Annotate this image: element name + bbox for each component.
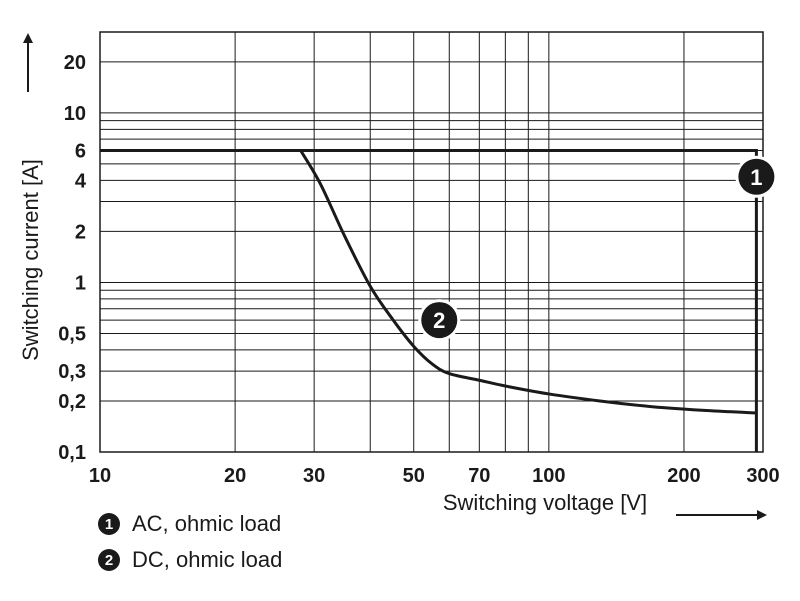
x-axis-title: Switching voltage [V] xyxy=(443,490,647,515)
y-tick-label-0.5: 0,5 xyxy=(58,323,86,345)
y-tick-label-0.2: 0,2 xyxy=(58,391,86,413)
series-marker-label-1: 1 xyxy=(750,165,762,190)
x-tick-label-20: 20 xyxy=(224,465,246,487)
legend-badge-2: 2 xyxy=(98,549,120,571)
y-tick-label-0.3: 0,3 xyxy=(58,361,86,383)
series-marker-2 xyxy=(421,302,458,339)
y-tick-label-20: 20 xyxy=(64,52,86,74)
x-tick-label-30: 30 xyxy=(303,465,325,487)
y-tick-label-10: 10 xyxy=(64,103,86,125)
legend-item-dc: 2 DC, ohmic load xyxy=(98,542,282,578)
y-tick-label-1: 1 xyxy=(75,272,86,294)
series-markers: 12 xyxy=(418,155,778,342)
series-line-1 xyxy=(100,149,758,452)
legend-item-ac: 1 AC, ohmic load xyxy=(98,506,282,542)
legend-label-ac: AC, ohmic load xyxy=(132,511,282,536)
y-axis-title: Switching current [A] xyxy=(18,159,43,361)
legend: 1 AC, ohmic load 2 DC, ohmic load xyxy=(98,506,282,578)
y-tick-labels: 0,1 0,2 0,3 0,5 1 2 4 6 10 20 xyxy=(58,52,87,464)
x-tick-label-300: 300 xyxy=(746,465,779,487)
x-tick-label-100: 100 xyxy=(532,465,565,487)
x-tick-labels: 10 20 30 50 70 100 200 300 xyxy=(89,465,780,487)
y-tick-label-0.1: 0,1 xyxy=(58,442,86,464)
y-tick-label-2: 2 xyxy=(75,221,86,243)
plot-frame xyxy=(99,31,764,453)
legend-label-dc: DC, ohmic load xyxy=(132,547,283,572)
y-tick-label-6: 6 xyxy=(75,141,86,163)
series-marker-1 xyxy=(738,158,775,195)
x-tick-label-50: 50 xyxy=(403,465,425,487)
legend-badge-1: 1 xyxy=(98,513,120,535)
x-tick-label-10: 10 xyxy=(89,465,111,487)
grid xyxy=(99,32,764,453)
y-tick-label-4: 4 xyxy=(75,170,87,192)
series-layer xyxy=(100,149,758,452)
series-marker-label-2: 2 xyxy=(433,308,445,333)
series-line-2 xyxy=(299,149,757,415)
x-tick-label-200: 200 xyxy=(667,465,700,487)
x-tick-label-70: 70 xyxy=(468,465,490,487)
